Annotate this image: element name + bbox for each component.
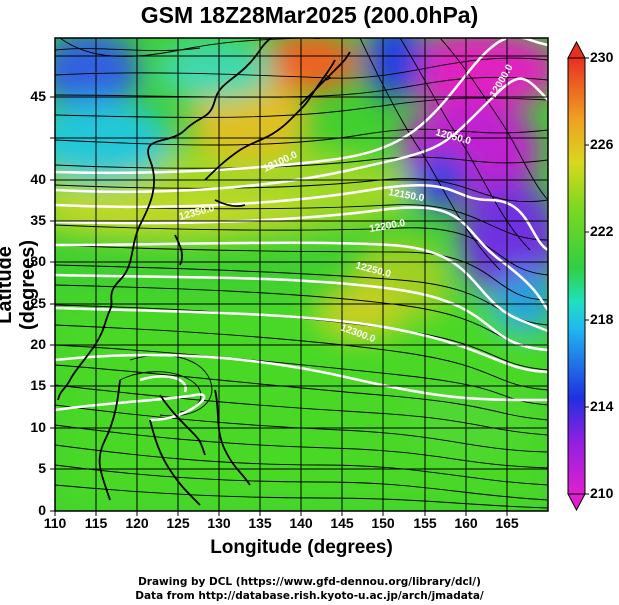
x-tick-label: 165 (495, 515, 519, 531)
colorbar-tick-label: 218 (590, 311, 614, 327)
y-tick-label: 35 (30, 212, 46, 228)
x-tick-label: 135 (248, 515, 272, 531)
x-tick-label: 150 (371, 515, 395, 531)
height-contours (55, 38, 548, 422)
x-tick-label: 145 (330, 515, 354, 531)
y-tick-label: 20 (30, 336, 46, 352)
colorbar-tick-label: 214 (590, 398, 614, 414)
x-tick-label: 125 (166, 515, 190, 531)
colorbar-tick-label: 226 (590, 136, 614, 152)
x-tick-label: 110 (43, 515, 67, 531)
y-tick-label: 15 (30, 377, 46, 393)
y-tick-label: 30 (30, 253, 46, 269)
credit-drawing: Drawing by DCL (https://www.gfd-dennou.o… (138, 576, 481, 588)
colorbar (567, 40, 589, 512)
y-tick-label: 25 (30, 295, 46, 311)
colorbar-min-arrow (567, 493, 586, 512)
y-tick-label: 45 (30, 88, 46, 104)
grid-lines (55, 38, 548, 511)
x-tick-label: 115 (84, 515, 108, 531)
y-tick-label: 5 (38, 460, 46, 476)
y-tick-label: 40 (30, 171, 46, 187)
x-tick-label: 155 (413, 515, 437, 531)
colorbar-max-arrow (567, 40, 586, 59)
y-tick-label: 0 (38, 502, 46, 518)
plot-title: GSM 18Z28Mar2025 (200.0hPa) (140, 2, 479, 28)
colorbar-tick-label: 230 (590, 49, 614, 65)
axis-ticks (50, 96, 508, 516)
colorbar-tick-label: 222 (590, 223, 614, 239)
x-tick-label: 120 (125, 515, 149, 531)
y-tick-label: 10 (30, 419, 46, 435)
x-tick-label: 140 (289, 515, 313, 531)
x-axis-label: Longitude (degrees) (210, 537, 393, 558)
credit-data: Data from http://database.rish.kyoto-u.a… (135, 590, 484, 602)
x-tick-label: 160 (454, 515, 478, 531)
x-tick-label: 130 (207, 515, 231, 531)
temperature-shading (55, 38, 548, 511)
colorbar-tick-label: 210 (590, 485, 614, 501)
